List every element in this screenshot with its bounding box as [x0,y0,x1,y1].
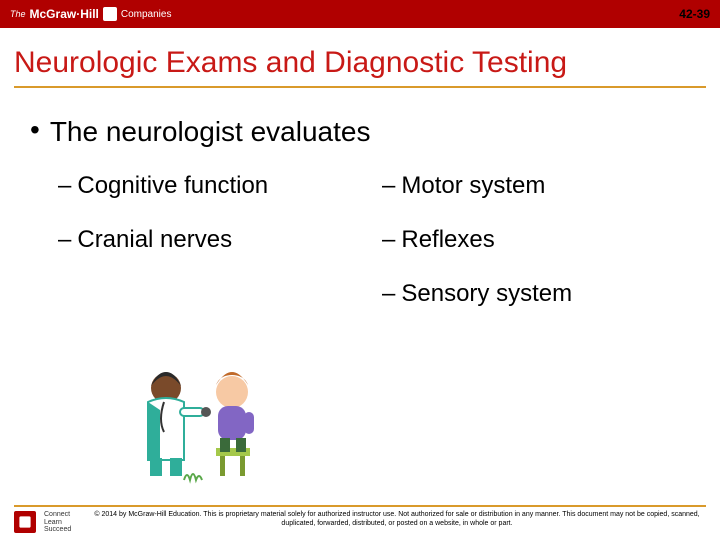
slide: The McGraw·Hill Companies 42-39 Neurolog… [0,0,720,540]
brand-eyebrow: The [10,9,26,19]
sub-bullet: – Cranial nerves [58,226,366,254]
sub-bullet: – Sensory system [382,280,690,308]
dash-icon: – [382,226,395,254]
sub-bullet-text: Cranial nerves [77,226,232,254]
brand-name: McGraw·Hill [30,7,99,21]
sub-bullet-text: Motor system [401,172,545,200]
brand-logo-icon [103,7,117,21]
footer-logo-icon [14,511,36,533]
sub-bullet-text: Reflexes [401,226,494,254]
footer-tagline: Connect Learn Succeed [44,511,80,534]
main-bullet-text: The neurologist evaluates [50,116,371,148]
content-area: • The neurologist evaluates – Cognitive … [30,116,690,308]
page-number: 42-39 [679,7,710,21]
slide-title: Neurologic Exams and Diagnostic Testing [14,46,706,80]
footer: Connect Learn Succeed © 2014 by McGraw-H… [14,505,706,534]
main-bullet: • The neurologist evaluates [30,116,690,148]
sub-bullet-grid: – Cognitive function – Motor system – Cr… [58,172,690,308]
dash-icon: – [382,172,395,200]
brand-topbar: The McGraw·Hill Companies 42-39 [0,0,720,28]
sub-bullet: – Cognitive function [58,172,366,200]
sub-bullet: – Motor system [382,172,690,200]
doctor-patient-illustration [120,330,280,490]
dash-icon: – [58,172,71,200]
dash-icon: – [382,280,395,308]
title-bar: Neurologic Exams and Diagnostic Testing [14,46,706,88]
doctor-patient-icon [120,330,280,490]
brand-group: The McGraw·Hill Companies [10,7,171,21]
sub-bullet: – Reflexes [382,226,690,254]
bullet-dot-icon: • [30,116,40,144]
sub-bullet-text: Cognitive function [77,172,268,200]
dash-icon: – [58,226,71,254]
copyright-text: © 2014 by McGraw-Hill Education. This is… [88,511,706,529]
sub-bullet-text: Sensory system [401,280,572,308]
brand-suffix: Companies [121,9,172,20]
